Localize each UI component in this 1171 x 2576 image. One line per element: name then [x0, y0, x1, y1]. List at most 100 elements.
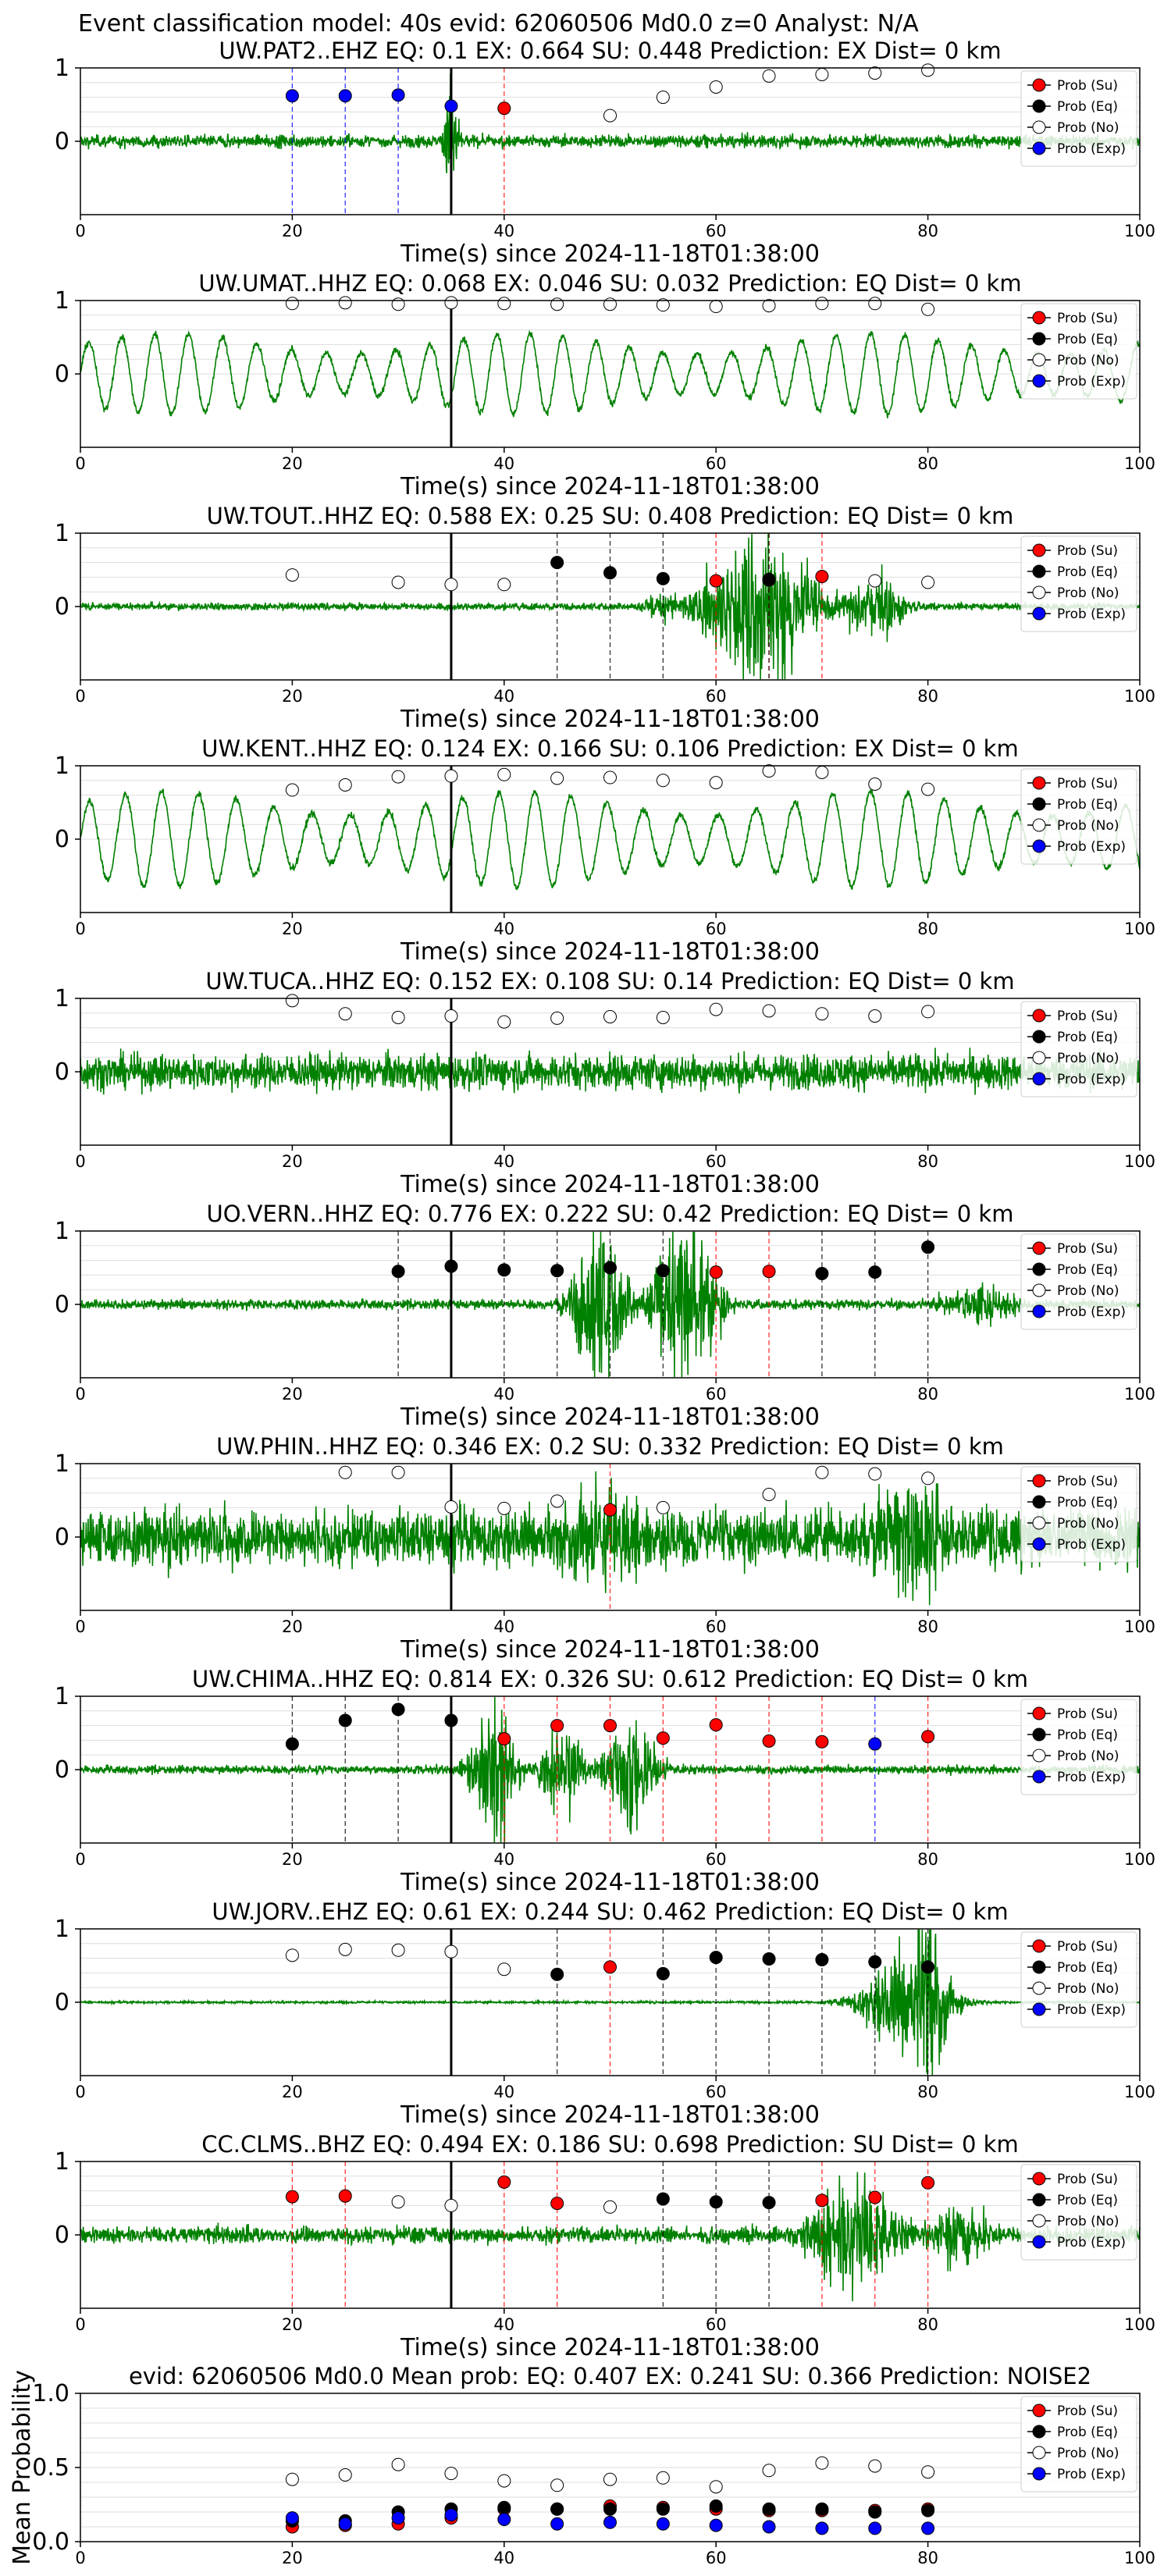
prob-marker-eq	[339, 1714, 351, 1727]
x-tick-label: 40	[493, 1617, 514, 1636]
y-tick-label: 0	[55, 1989, 69, 2016]
legend-marker-exp	[1033, 2003, 1045, 2016]
x-tick-label: 100	[1124, 222, 1155, 240]
prob-marker-eq	[657, 1265, 669, 1277]
legend-label-no: Prob (No)	[1057, 2214, 1119, 2229]
y-tick-label: 1	[55, 287, 69, 315]
prob-marker-no	[922, 64, 934, 76]
legend-marker-eq	[1033, 1030, 1045, 1043]
prob-marker-no	[498, 768, 511, 781]
legend-marker-eq	[1033, 100, 1045, 112]
y-tick-label: 0	[55, 361, 69, 388]
legend-label-eq: Prob (Eq)	[1057, 332, 1118, 347]
prob-marker-eq	[657, 2193, 669, 2205]
prob-marker-su	[551, 1720, 564, 1732]
legend-marker-su	[1033, 2404, 1045, 2417]
prob-marker-no	[392, 2196, 404, 2208]
x-tick-label: 60	[706, 1385, 727, 1404]
x-tick-label: 20	[282, 2549, 303, 2567]
legend: Prob (Su) Prob (Eq) Prob (No) Prob (Exp)	[1021, 769, 1137, 864]
prob-marker-eq	[922, 1241, 934, 1254]
x-tick-label: 0	[75, 920, 85, 938]
mean-marker-eq	[657, 2503, 669, 2515]
mean-marker-exp	[763, 2521, 775, 2533]
x-axis-label: Time(s) since 2024-11-18T01:38:00	[400, 2101, 820, 2129]
legend-label-no: Prob (No)	[1057, 1981, 1119, 1997]
prob-marker-su	[498, 102, 511, 115]
x-tick-label: 80	[917, 1617, 938, 1636]
x-tick-label: 0	[75, 454, 85, 473]
prob-marker-su	[339, 2190, 351, 2202]
prob-marker-exp	[339, 90, 351, 102]
legend-label-exp: Prob (Exp)	[1057, 839, 1126, 855]
mean-marker-no	[869, 2460, 881, 2472]
prob-marker-eq	[392, 1265, 404, 1278]
prob-marker-no	[392, 1466, 404, 1478]
legend-marker-exp	[1033, 2467, 1045, 2480]
legend-marker-eq	[1033, 2425, 1045, 2438]
prob-marker-no	[498, 1963, 511, 1976]
x-tick-label: 40	[493, 222, 514, 240]
y-tick-label: 1.0	[32, 2380, 69, 2407]
legend-label-eq: Prob (Eq)	[1057, 1262, 1118, 1278]
x-tick-label: 100	[1124, 2549, 1155, 2567]
legend-label-no: Prob (No)	[1057, 2446, 1119, 2461]
legend-marker-exp	[1033, 375, 1045, 387]
prob-marker-no	[551, 772, 564, 785]
x-axis-label: Time(s) since 2024-11-18T01:38:00	[400, 938, 820, 966]
panel-title: UO.VERN..HHZ EQ: 0.776 EX: 0.222 SU: 0.4…	[207, 1201, 1014, 1227]
mean-marker-eq	[604, 2503, 617, 2515]
mean-marker-exp	[657, 2517, 669, 2530]
prob-marker-no	[604, 1011, 617, 1023]
mean-marker-exp	[392, 2512, 404, 2524]
y-tick-label: 1	[55, 1450, 69, 1478]
x-tick-label: 40	[493, 2315, 514, 2334]
legend: Prob (Su) Prob (Eq) Prob (No) Prob (Exp)	[1021, 2396, 1137, 2492]
legend-label-eq: Prob (Eq)	[1057, 564, 1118, 580]
prob-marker-eq	[710, 2196, 722, 2208]
legend-marker-su	[1033, 1009, 1045, 1022]
x-axis-label: Time(s) since 2024-11-18T01:38:00	[400, 1171, 820, 1198]
prob-marker-su	[657, 1732, 669, 1745]
prob-marker-eq	[869, 1266, 881, 1279]
legend-marker-exp	[1033, 1305, 1045, 1318]
x-tick-label: 80	[917, 454, 938, 473]
prob-marker-eq	[286, 1738, 298, 1750]
mean-marker-exp	[286, 2512, 298, 2524]
x-tick-label: 100	[1124, 2083, 1155, 2101]
legend-marker-no	[1033, 2215, 1045, 2227]
prob-marker-no	[392, 298, 404, 311]
y-tick-label: 1	[55, 2148, 69, 2176]
legend-label-exp: Prob (Exp)	[1057, 374, 1126, 390]
mean-marker-no	[763, 2464, 775, 2477]
x-tick-label: 60	[706, 222, 727, 240]
station-panel: UW.KENT..HHZ EQ: 0.124 EX: 0.166 SU: 0.1…	[55, 735, 1155, 966]
legend-label-su: Prob (Su)	[1057, 1939, 1118, 1955]
prob-marker-eq	[604, 567, 617, 579]
legend-label-exp: Prob (Exp)	[1057, 607, 1126, 622]
prob-marker-su	[604, 1720, 617, 1732]
y-tick-label: 0	[55, 593, 69, 621]
x-tick-label: 80	[917, 920, 938, 938]
legend-marker-exp	[1033, 142, 1045, 155]
legend-marker-no	[1033, 1517, 1045, 1529]
legend-marker-no	[1033, 1051, 1045, 1064]
legend-marker-no	[1033, 2446, 1045, 2459]
y-tick-label: 1	[55, 520, 69, 547]
legend-marker-su	[1033, 1940, 1045, 1952]
prob-marker-eq	[922, 1961, 934, 1973]
x-tick-label: 100	[1124, 1617, 1155, 1636]
y-tick-label: 0	[55, 1756, 69, 1784]
y-tick-label: 0.0	[32, 2528, 69, 2556]
x-tick-label: 20	[282, 2315, 303, 2334]
legend-label-su: Prob (Su)	[1057, 311, 1118, 326]
x-tick-label: 100	[1124, 1850, 1155, 1869]
station-panel: UW.JORV..EHZ EQ: 0.61 EX: 0.244 SU: 0.46…	[55, 1898, 1155, 2129]
mean-marker-no	[922, 2466, 934, 2478]
legend-marker-eq	[1033, 565, 1045, 578]
mean-marker-exp	[922, 2522, 934, 2535]
prob-marker-eq	[604, 1261, 617, 1274]
prob-marker-su	[816, 1735, 828, 1748]
prob-marker-no	[445, 1945, 457, 1958]
legend-marker-exp	[1033, 607, 1045, 620]
